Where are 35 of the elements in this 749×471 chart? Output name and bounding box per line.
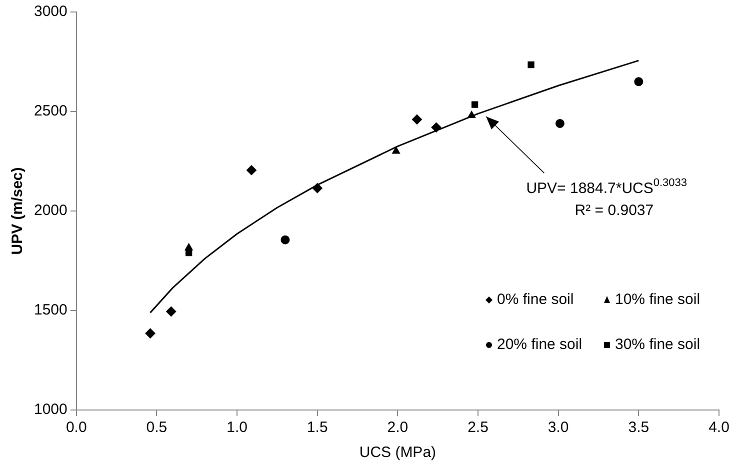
x-tick-label: 0.0 [66,419,87,436]
point [634,77,644,86]
point [145,328,156,338]
x-tick-label: 3.5 [628,419,650,436]
point [412,114,422,124]
x-tick-label: 1.5 [306,419,328,436]
legend-label: 30% fine soil [615,336,700,354]
x-axis-title: UCS (MPa) [359,444,436,462]
point [246,165,256,176]
x-tick-label: 1.0 [226,419,248,436]
x-tick-label: 0.5 [146,419,168,436]
point [528,61,534,68]
point [555,118,564,128]
y-tick-label: 1500 [34,302,68,319]
legend-label: 20% fine soil [497,336,582,354]
annotation: R² = 0.9037 [574,202,654,220]
point [392,146,400,154]
x-tick-label: 3.0 [548,419,569,436]
y-tick-label: 2500 [34,102,68,120]
y-tick-label: 2000 [34,202,68,220]
point [431,122,442,132]
y-axis-title: UPV (m/sec) [9,167,26,255]
point [468,110,476,118]
x-tick-label: 4.0 [708,419,730,436]
point [280,235,290,244]
x-tick-label: 2.0 [387,419,408,436]
x-tick-label: 2.5 [468,419,488,436]
y-tick-label: 3000 [34,3,68,20]
legend-label: 0% fine soil [497,291,574,308]
point [166,306,176,316]
point [184,243,193,250]
point [471,101,478,108]
legend-label: 10% fine soil [615,291,700,308]
y-tick-label: 1000 [34,401,68,418]
point [312,183,322,194]
